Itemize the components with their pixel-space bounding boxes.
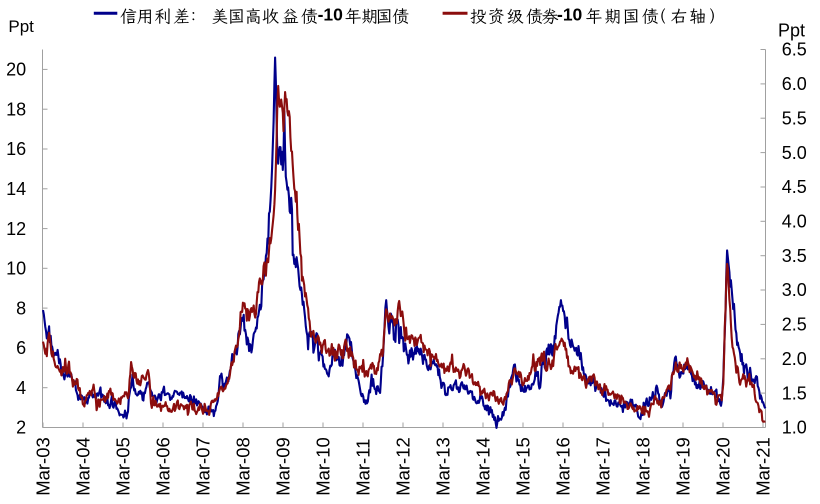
- svg-text:Mar-13: Mar-13: [432, 437, 453, 496]
- svg-text:6: 6: [16, 338, 26, 358]
- svg-text:Mar-07: Mar-07: [192, 437, 213, 496]
- svg-text:Mar-12: Mar-12: [392, 437, 413, 496]
- svg-text:Mar-19: Mar-19: [672, 437, 693, 496]
- svg-text:Mar-03: Mar-03: [32, 437, 53, 496]
- svg-text:Mar-05: Mar-05: [112, 437, 133, 496]
- svg-text:Ppt: Ppt: [8, 17, 34, 36]
- svg-text:1.5: 1.5: [782, 383, 807, 403]
- svg-text:Mar-16: Mar-16: [552, 437, 573, 496]
- svg-text:8: 8: [16, 298, 26, 318]
- svg-text:Ppt: Ppt: [778, 21, 805, 41]
- svg-text:4.0: 4.0: [782, 212, 807, 232]
- svg-text:3.0: 3.0: [782, 280, 807, 300]
- svg-text:10: 10: [6, 259, 26, 279]
- svg-text:2: 2: [16, 418, 26, 438]
- svg-text:Mar-11: Mar-11: [352, 439, 373, 496]
- svg-text:Mar-15: Mar-15: [512, 437, 533, 496]
- svg-text:Mar-20: Mar-20: [712, 437, 733, 496]
- svg-text:Mar-06: Mar-06: [152, 437, 173, 496]
- svg-text:12: 12: [6, 219, 26, 239]
- svg-text:14: 14: [6, 179, 26, 199]
- svg-text:Mar-14: Mar-14: [472, 437, 493, 496]
- svg-text:Mar-08: Mar-08: [232, 437, 253, 496]
- svg-text:-10: -10: [318, 4, 344, 24]
- svg-text:Mar-04: Mar-04: [72, 437, 93, 496]
- svg-text:2.5: 2.5: [782, 315, 807, 335]
- svg-text:3.5: 3.5: [782, 246, 807, 266]
- svg-text:Mar-17: Mar-17: [592, 437, 613, 496]
- svg-text:20: 20: [6, 60, 26, 80]
- svg-text:-10: -10: [557, 4, 583, 24]
- svg-text:16: 16: [6, 139, 26, 159]
- svg-text:Mar-18: Mar-18: [632, 437, 653, 496]
- svg-text:4.5: 4.5: [782, 177, 807, 197]
- svg-text:Mar-10: Mar-10: [312, 437, 333, 496]
- svg-text:6.5: 6.5: [782, 40, 807, 60]
- svg-text:Mar-21: Mar-21: [752, 437, 773, 496]
- svg-text:2.0: 2.0: [782, 349, 807, 369]
- svg-text:5.0: 5.0: [782, 143, 807, 163]
- svg-text:Mar-09: Mar-09: [272, 437, 293, 496]
- svg-text:1.0: 1.0: [782, 418, 807, 438]
- svg-text:6.0: 6.0: [782, 74, 807, 94]
- svg-text:4: 4: [16, 378, 26, 398]
- svg-text:5.5: 5.5: [782, 108, 807, 128]
- svg-text:18: 18: [6, 99, 26, 119]
